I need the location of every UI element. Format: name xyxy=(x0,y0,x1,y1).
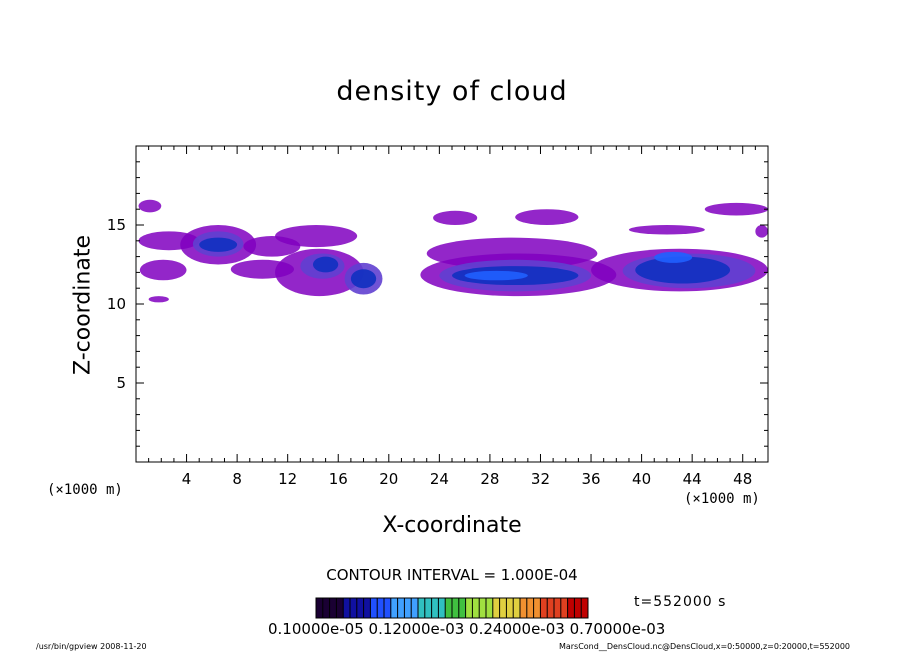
colorbar-cell xyxy=(336,598,344,618)
cloud-band-high xyxy=(635,256,731,284)
cloud-band-low xyxy=(148,296,169,303)
colorbar-cell xyxy=(445,598,453,618)
x-tick-label: 8 xyxy=(232,470,242,488)
footer-left: /usr/bin/gpview 2008-11-20 xyxy=(36,642,147,651)
colorbar-cell xyxy=(397,598,405,618)
y-tick-label: 5 xyxy=(116,374,126,392)
chart-title: density of cloud xyxy=(336,76,568,107)
x-tick-label: 32 xyxy=(531,470,550,488)
colorbar-cell xyxy=(431,598,439,618)
colorbar-cell xyxy=(465,598,473,618)
colorbar-cell xyxy=(506,598,514,618)
cloud-band-high xyxy=(350,269,377,289)
x-tick-label: 16 xyxy=(329,470,348,488)
cloud-band-low xyxy=(433,210,478,225)
colorbar-cell xyxy=(486,598,494,618)
colorbar-cell xyxy=(499,598,507,618)
colorbar-cell xyxy=(492,598,501,618)
colorbar-cell xyxy=(404,598,412,618)
x-tick-label: 12 xyxy=(278,470,297,488)
colorbar-cell xyxy=(540,598,548,618)
colorbar-cell xyxy=(560,598,569,618)
cloud-band-high xyxy=(312,256,339,273)
colorbar-cell xyxy=(554,598,562,618)
x-tick-label: 20 xyxy=(379,470,398,488)
colorbar-cell xyxy=(452,598,460,618)
colorbar-cell xyxy=(390,598,399,618)
colorbar-cell xyxy=(418,598,426,618)
colorbar-cell xyxy=(533,598,541,618)
contour-interval-label: CONTOUR INTERVAL = 1.000E-04 xyxy=(326,566,578,584)
colorbar-cell xyxy=(574,598,582,618)
colorbar-cell xyxy=(520,598,528,618)
cloud-band-low xyxy=(755,225,768,238)
colorbar-cell xyxy=(458,598,467,618)
cloud-band-low xyxy=(515,209,579,226)
colorbar-cell xyxy=(479,598,487,618)
colorbar-cell xyxy=(377,598,385,618)
cloud-band-peak xyxy=(654,251,693,263)
cloud-band-low xyxy=(139,259,187,281)
colorbar-cell xyxy=(472,598,480,618)
x-tick-label: 40 xyxy=(632,470,651,488)
cloud-band-high xyxy=(199,237,238,252)
x-unit-label-right: (×1000 m) xyxy=(684,491,760,507)
colorbar-cell xyxy=(384,598,392,618)
colorbar-cell xyxy=(343,598,351,618)
colorbar-cell xyxy=(350,598,358,618)
colorbar-cell xyxy=(547,598,555,618)
x-tick-label: 24 xyxy=(430,470,449,488)
plot-frame xyxy=(135,145,769,463)
colorbar-cell xyxy=(567,598,575,618)
y-axis-label: Z-coordinate xyxy=(70,235,96,375)
footer-right: MarsCond__DensCloud.nc@DensCloud,x=0:500… xyxy=(558,642,850,651)
x-tick-label: 44 xyxy=(683,470,702,488)
x-tick-label: 48 xyxy=(733,470,752,488)
colorbar-cell xyxy=(513,598,521,618)
colorbar-labels: 0.10000e-05 0.12000e-03 0.24000e-03 0.70… xyxy=(268,620,666,638)
colorbar-cell xyxy=(370,598,378,618)
colorbar-cell xyxy=(438,598,446,618)
colorbar xyxy=(315,597,589,619)
cloud-band-low xyxy=(628,225,705,235)
colorbar-cell xyxy=(356,598,365,618)
colorbar-frame xyxy=(315,597,589,619)
x-tick-label: 4 xyxy=(182,470,192,488)
time-label: t=552000 s xyxy=(634,594,727,610)
cloud-field xyxy=(138,199,769,303)
cloud-band-peak xyxy=(464,270,528,281)
cloud-band-low xyxy=(138,199,162,213)
cloud-band-low xyxy=(275,225,358,248)
colorbar-cell xyxy=(411,598,419,618)
colorbar-cell xyxy=(322,598,331,618)
colorbar-cell xyxy=(329,598,337,618)
x-unit-label-left: (×1000 m) xyxy=(47,482,123,498)
colorbar-cell xyxy=(581,598,589,618)
colorbar-cell xyxy=(363,598,371,618)
x-axis-label: X-coordinate xyxy=(382,513,522,538)
x-tick-label: 28 xyxy=(480,470,499,488)
y-tick-label: 15 xyxy=(107,216,126,234)
colorbar-cell xyxy=(316,598,324,618)
x-tick-label: 36 xyxy=(581,470,600,488)
y-tick-label: 10 xyxy=(107,295,126,313)
colorbar-cell xyxy=(424,598,433,618)
colorbar-cell xyxy=(526,598,535,618)
cloud-band-low xyxy=(704,202,769,216)
